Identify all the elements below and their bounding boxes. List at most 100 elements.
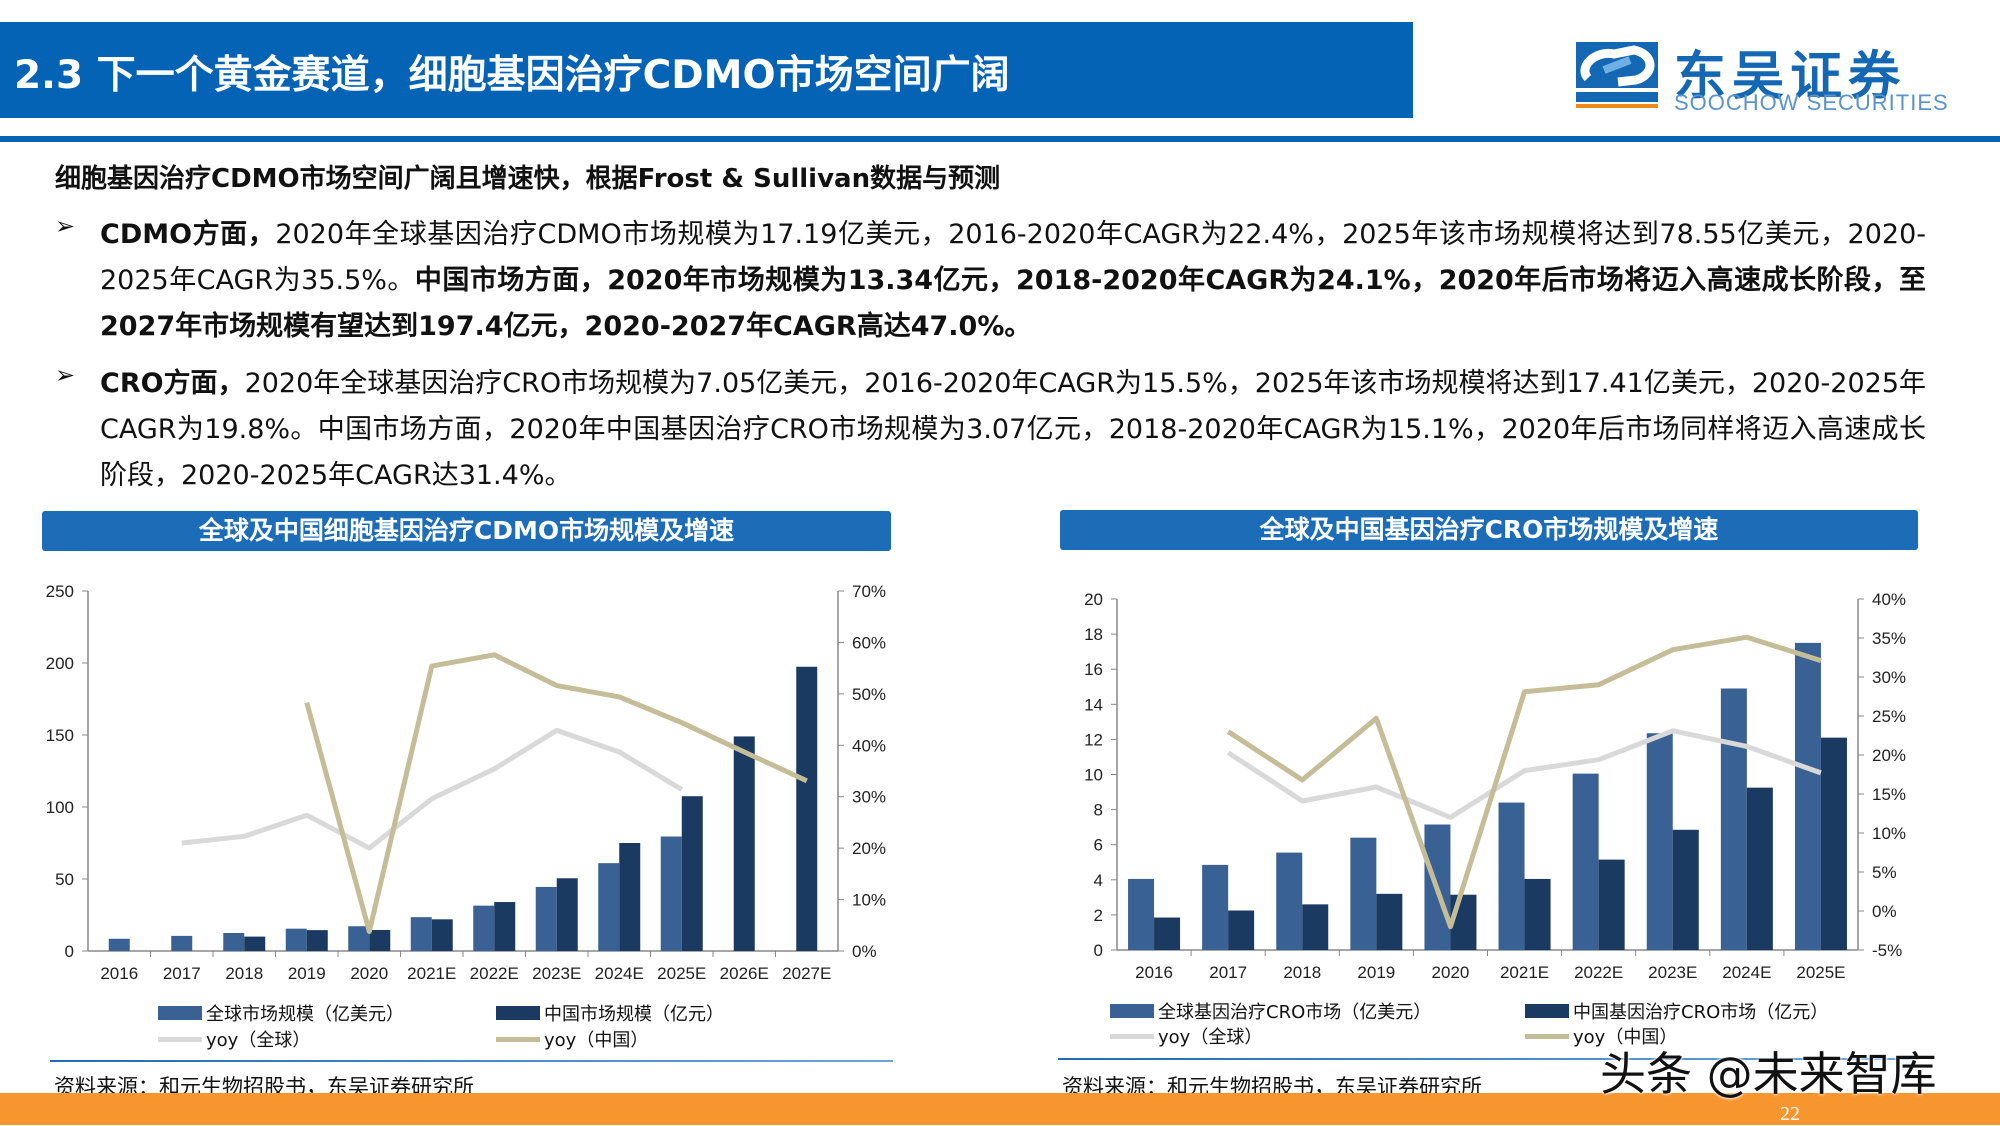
y-tick-label: 20 bbox=[1084, 590, 1103, 609]
x-tick-label: 2018 bbox=[1283, 963, 1321, 982]
legend-label: yoy（中国） bbox=[1573, 1027, 1678, 1048]
legend-item-global: 全球基因治疗CRO市场（亿美元） bbox=[1110, 998, 1431, 1024]
scs-logo-icon bbox=[1576, 42, 1658, 108]
legend-item-china: 中国市场规模（亿元） bbox=[496, 1000, 724, 1026]
y-tick-label: 6 bbox=[1094, 836, 1103, 855]
x-tick-label: 2018 bbox=[225, 964, 263, 983]
bar-china bbox=[244, 936, 266, 951]
section-subtitle: 细胞基因治疗CDMO市场空间广阔且增速快，根据Frost & Sullivan数… bbox=[55, 164, 1001, 194]
legend-swatch bbox=[158, 1036, 202, 1042]
y-tick-label: 150 bbox=[46, 726, 74, 745]
bar-china bbox=[1524, 878, 1551, 950]
y-right-tick-label: 50% bbox=[852, 685, 886, 704]
bar-china bbox=[796, 666, 818, 951]
x-tick-label: 2026E bbox=[720, 964, 769, 983]
bar-china bbox=[681, 796, 703, 951]
y-tick-label: 50 bbox=[55, 870, 74, 889]
y-tick-label: 4 bbox=[1094, 871, 1103, 890]
bullet-arrow-icon: ➢ bbox=[55, 212, 76, 240]
x-tick-label: 2020 bbox=[350, 964, 388, 983]
y-tick-label: 200 bbox=[46, 654, 74, 673]
source-divider bbox=[50, 1060, 893, 1062]
bar-china bbox=[1598, 859, 1625, 950]
x-tick-label: 2027E bbox=[782, 964, 831, 983]
bar-global bbox=[1498, 802, 1525, 950]
y-right-tick-label: 20% bbox=[852, 839, 886, 858]
bar-china bbox=[431, 919, 453, 951]
x-tick-label: 2020 bbox=[1432, 963, 1470, 982]
bullet-text-bold: 中国市场方面，2020年市场规模为13.34亿元，2018-2020年CAGR为… bbox=[100, 265, 1926, 342]
y-right-tick-label: 60% bbox=[852, 633, 886, 652]
bullet-cro: CRO方面，2020年全球基因治疗CRO市场规模为7.05亿美元，2016-20… bbox=[100, 361, 1926, 499]
x-tick-label: 2025E bbox=[657, 964, 706, 983]
y-right-tick-label: 25% bbox=[1872, 707, 1906, 726]
y-right-tick-label: 35% bbox=[1872, 629, 1906, 648]
x-tick-label: 2021E bbox=[1500, 963, 1549, 982]
legend-label: yoy（全球） bbox=[206, 1030, 311, 1051]
x-tick-label: 2024E bbox=[1722, 963, 1771, 982]
bar-global bbox=[473, 905, 495, 951]
y-tick-label: 14 bbox=[1084, 695, 1103, 714]
page-number: 22 bbox=[1780, 1103, 1800, 1125]
y-tick-label: 0 bbox=[1094, 941, 1103, 960]
x-tick-label: 2022E bbox=[1574, 963, 1623, 982]
line-yoy-global bbox=[1226, 728, 1822, 820]
bar-china bbox=[494, 902, 516, 951]
y-tick-label: 2 bbox=[1094, 906, 1103, 925]
line-yoy-china bbox=[1226, 634, 1822, 930]
bar-global bbox=[1572, 773, 1599, 950]
bar-global bbox=[1794, 642, 1821, 950]
x-tick-label: 2023E bbox=[1648, 963, 1697, 982]
y-right-tick-label: 30% bbox=[852, 788, 886, 807]
page-title: 2.3 下一个黄金赛道，细胞基因治疗CDMO市场空间广阔 bbox=[14, 53, 1010, 98]
source-divider bbox=[1058, 1058, 1918, 1060]
legend-label: 全球基因治疗CRO市场（亿美元） bbox=[1158, 1002, 1432, 1023]
bar-global bbox=[348, 926, 370, 951]
legend-item-yoy-china: yoy（中国） bbox=[1525, 1023, 1677, 1049]
legend-label: 全球市场规模（亿美元） bbox=[206, 1004, 404, 1025]
bar-china bbox=[1820, 737, 1847, 950]
y-right-tick-label: 70% bbox=[852, 582, 886, 601]
bullet-lead: CDMO方面， bbox=[100, 219, 276, 250]
legend-swatch bbox=[1110, 1033, 1154, 1039]
title-bar: 2.3 下一个黄金赛道，细胞基因治疗CDMO市场空间广阔 bbox=[0, 22, 1413, 118]
x-tick-label: 2022E bbox=[470, 964, 519, 983]
logo-english-name: SOOCHOW SECURITIES bbox=[1674, 90, 1949, 115]
bar-china bbox=[1672, 829, 1699, 950]
bar-global bbox=[660, 836, 682, 951]
x-tick-label: 2024E bbox=[595, 964, 644, 983]
y-right-tick-label: 0% bbox=[852, 942, 877, 961]
y-tick-label: 100 bbox=[46, 798, 74, 817]
x-tick-label: 2017 bbox=[163, 964, 201, 983]
y-right-tick-label: 10% bbox=[1872, 824, 1906, 843]
watermark: 头条 @未来智库 bbox=[1600, 1047, 1937, 1101]
legend-swatch bbox=[1525, 1004, 1569, 1018]
legend-item-global: 全球市场规模（亿美元） bbox=[158, 1000, 404, 1026]
y-right-tick-label: 20% bbox=[1872, 746, 1906, 765]
legend-swatch bbox=[1525, 1033, 1569, 1039]
bar-china bbox=[306, 930, 328, 951]
x-tick-label: 2016 bbox=[1135, 963, 1173, 982]
y-tick-label: 16 bbox=[1084, 660, 1103, 679]
bar-global bbox=[223, 933, 245, 951]
y-right-tick-label: 15% bbox=[1872, 785, 1906, 804]
bar-global bbox=[1350, 837, 1377, 950]
footer-bar bbox=[0, 1093, 2000, 1125]
bar-china bbox=[1746, 787, 1773, 950]
legend-label: yoy（全球） bbox=[1158, 1027, 1263, 1048]
legend-swatch bbox=[496, 1006, 540, 1020]
bar-china bbox=[1228, 910, 1255, 950]
bar-china bbox=[1450, 894, 1477, 950]
header-divider bbox=[0, 136, 2000, 142]
chart-title-cdmo: 全球及中国细胞基因治疗CDMO市场规模及增速 bbox=[42, 511, 891, 551]
line-yoy-china bbox=[304, 652, 808, 934]
x-tick-label: 2019 bbox=[1357, 963, 1395, 982]
y-right-tick-label: 40% bbox=[852, 736, 886, 755]
y-tick-label: 0 bbox=[65, 942, 74, 961]
legend-item-yoy-global: yoy（全球） bbox=[158, 1026, 310, 1052]
y-tick-label: 250 bbox=[46, 582, 74, 601]
bar-global bbox=[1276, 852, 1303, 950]
bullet-text: 2020年全球基因治疗CRO市场规模为7.05亿美元，2016-2020年CAG… bbox=[100, 368, 1927, 491]
legend-item-china: 中国基因治疗CRO市场（亿元） bbox=[1525, 998, 1828, 1024]
